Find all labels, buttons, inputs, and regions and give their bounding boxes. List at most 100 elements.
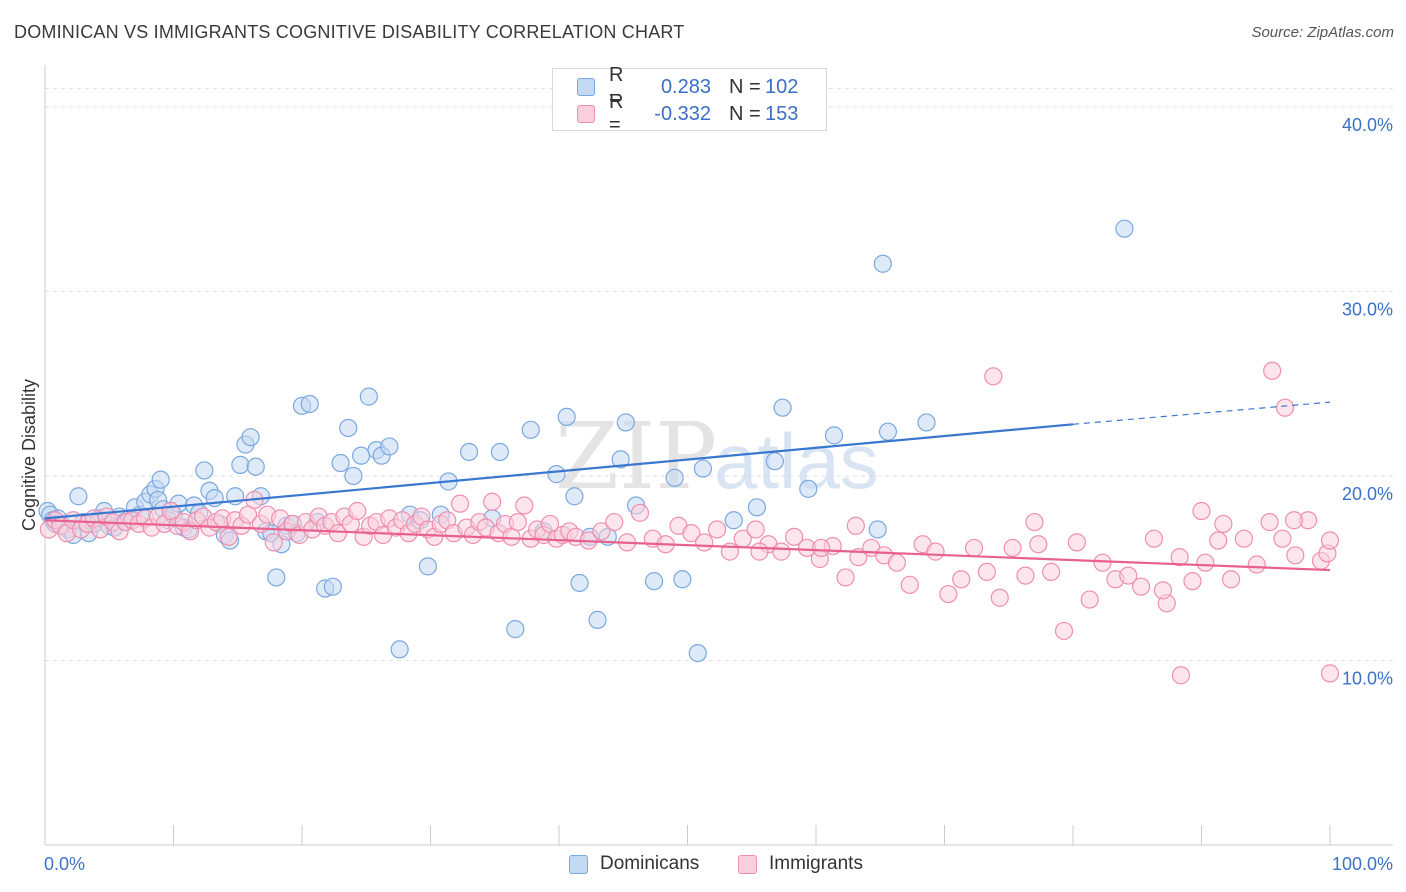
legend-r-value: -0.332 bbox=[654, 102, 711, 125]
point-immigrants bbox=[592, 522, 611, 541]
point-immigrants bbox=[1234, 529, 1254, 548]
point-immigrants bbox=[450, 494, 470, 513]
point-immigrants bbox=[900, 575, 919, 594]
legend-r-label: R = bbox=[609, 64, 624, 109]
point-immigrants bbox=[812, 538, 831, 558]
point-dominicans bbox=[673, 570, 692, 589]
source-label: Source: ZipAtlas.com bbox=[1251, 24, 1394, 41]
trend-extension-dominicans bbox=[1072, 401, 1331, 425]
y-tick-label: 10.0% bbox=[1342, 668, 1393, 688]
point-immigrants bbox=[348, 501, 367, 521]
point-immigrants bbox=[990, 588, 1009, 607]
point-dominicans bbox=[688, 643, 707, 663]
point-immigrants bbox=[1273, 529, 1292, 548]
point-immigrants bbox=[1153, 581, 1173, 600]
point-immigrants bbox=[887, 553, 907, 572]
point-dominicans bbox=[773, 398, 792, 417]
axes bbox=[44, 65, 1393, 846]
point-dominicans bbox=[878, 422, 898, 441]
point-dominicans bbox=[339, 418, 358, 438]
tick-labels: 10.0% 20.0% 30.0% 40.0% 0.0% 100.0% bbox=[44, 115, 1393, 874]
point-dominicans bbox=[616, 413, 635, 432]
point-dominicans bbox=[693, 459, 713, 478]
stats-legend: R = 0.283 N = 102 R = -0.332 N = 153 bbox=[552, 64, 827, 136]
x-tick-label: 0.0% bbox=[44, 854, 85, 874]
point-dominicans bbox=[231, 455, 250, 474]
point-immigrants bbox=[1275, 398, 1295, 417]
legend-n-value: 153 bbox=[765, 102, 799, 125]
point-immigrants bbox=[1263, 361, 1282, 380]
point-immigrants bbox=[508, 512, 527, 532]
point-immigrants bbox=[630, 503, 650, 522]
point-dominicans bbox=[868, 520, 887, 539]
point-dominicans bbox=[521, 420, 540, 439]
point-immigrants bbox=[750, 542, 769, 561]
legend-r-label: R = bbox=[609, 91, 624, 136]
point-dominicans bbox=[506, 620, 525, 639]
point-immigrants bbox=[1093, 553, 1112, 572]
point-dominicans bbox=[195, 461, 214, 480]
point-dominicans bbox=[547, 465, 566, 484]
trend-line-dominicans bbox=[44, 423, 1074, 520]
point-immigrants bbox=[984, 367, 1003, 386]
point-dominicans bbox=[300, 394, 319, 414]
point-immigrants bbox=[772, 542, 791, 561]
point-dominicans bbox=[824, 426, 844, 445]
point-immigrants bbox=[1320, 664, 1340, 683]
point-dominicans bbox=[418, 557, 438, 576]
point-dominicans bbox=[490, 442, 509, 462]
point-immigrants bbox=[1170, 548, 1189, 567]
point-immigrants bbox=[952, 570, 971, 589]
point-immigrants bbox=[695, 533, 714, 552]
point-immigrants bbox=[1209, 531, 1228, 550]
point-immigrants bbox=[1286, 546, 1305, 565]
legend-item-immigrants[interactable]: Immigrants bbox=[738, 851, 863, 877]
legend-r-value: 0.283 bbox=[660, 75, 711, 98]
point-dominicans bbox=[267, 568, 286, 587]
point-immigrants bbox=[846, 516, 865, 535]
point-immigrants bbox=[964, 538, 984, 558]
point-dominicans bbox=[799, 479, 818, 498]
point-dominicans bbox=[459, 442, 479, 462]
point-dominicans bbox=[1115, 219, 1134, 238]
chart-title: DOMINICAN VS IMMIGRANTS COGNITIVE DISABI… bbox=[14, 22, 685, 42]
point-immigrants bbox=[1192, 501, 1211, 521]
point-immigrants bbox=[1080, 590, 1099, 609]
point-dominicans bbox=[390, 640, 409, 659]
y-axis-label: Cognitive Disability bbox=[19, 379, 39, 531]
legend-label-immigrants: Immigrants bbox=[769, 853, 863, 874]
legend-swatch-immigrants bbox=[738, 854, 757, 874]
point-immigrants bbox=[836, 568, 855, 587]
point-dominicans bbox=[724, 511, 743, 530]
watermark-atlas: atlas bbox=[714, 417, 879, 505]
point-dominicans bbox=[644, 572, 664, 591]
point-immigrants bbox=[746, 520, 765, 539]
legend-n-value: 102 bbox=[765, 75, 799, 98]
point-immigrants bbox=[1320, 531, 1340, 550]
point-immigrants bbox=[1144, 529, 1164, 548]
point-immigrants bbox=[1016, 566, 1035, 585]
point-immigrants bbox=[977, 562, 997, 582]
point-immigrants bbox=[1221, 570, 1241, 589]
point-immigrants bbox=[926, 542, 945, 561]
trend-line-immigrants bbox=[44, 519, 1331, 572]
point-immigrants bbox=[483, 492, 502, 511]
point-dominicans bbox=[557, 407, 576, 427]
point-immigrants bbox=[1119, 566, 1138, 585]
point-dominicans bbox=[570, 573, 589, 593]
legend-row-dominicans: R = 0.283 N = 102 bbox=[577, 64, 799, 109]
point-dominicans bbox=[331, 453, 350, 473]
point-immigrants bbox=[264, 533, 283, 552]
y-tick-label: 20.0% bbox=[1342, 484, 1393, 504]
trend-lines bbox=[44, 401, 1331, 572]
point-dominicans bbox=[665, 468, 684, 487]
point-dominicans bbox=[69, 487, 88, 506]
watermark: ZIP atlas bbox=[555, 403, 879, 510]
point-dominicans bbox=[380, 437, 399, 456]
legend-n-label: N = bbox=[729, 75, 761, 98]
point-immigrants bbox=[682, 524, 701, 543]
point-immigrants bbox=[1284, 511, 1304, 530]
legend-item-dominicans[interactable]: Dominicans bbox=[569, 851, 699, 877]
legend-row-immigrants: R = -0.332 N = 153 bbox=[577, 91, 799, 136]
point-immigrants bbox=[785, 527, 804, 546]
